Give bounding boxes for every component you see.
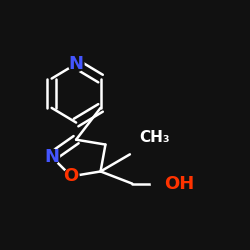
Circle shape bbox=[68, 56, 84, 72]
Text: N: N bbox=[44, 148, 59, 166]
Text: OH: OH bbox=[164, 175, 194, 193]
Text: CH₃: CH₃ bbox=[140, 130, 170, 145]
Circle shape bbox=[44, 149, 60, 164]
Circle shape bbox=[64, 168, 79, 184]
Text: O: O bbox=[64, 167, 79, 185]
Text: N: N bbox=[68, 55, 84, 73]
Circle shape bbox=[152, 176, 167, 192]
